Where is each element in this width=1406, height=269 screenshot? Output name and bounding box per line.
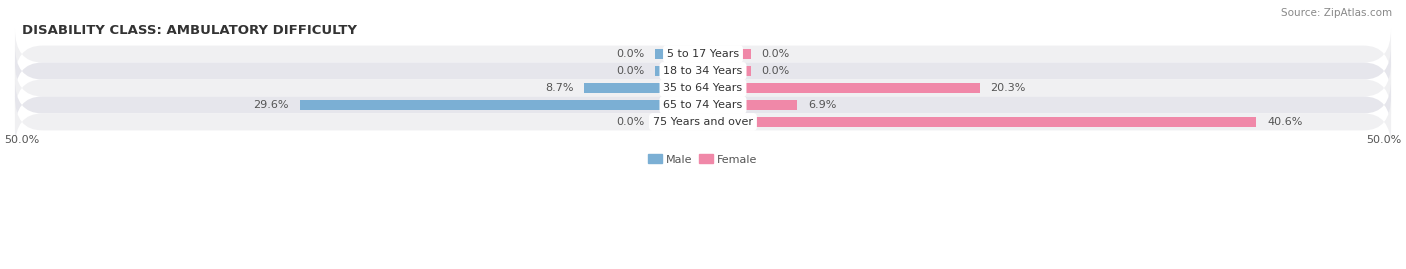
- Text: 20.3%: 20.3%: [990, 83, 1026, 93]
- Text: 18 to 34 Years: 18 to 34 Years: [664, 66, 742, 76]
- Text: 40.6%: 40.6%: [1267, 117, 1302, 127]
- Text: 65 to 74 Years: 65 to 74 Years: [664, 100, 742, 110]
- Text: 0.0%: 0.0%: [616, 117, 644, 127]
- Bar: [703, 117, 1256, 127]
- Text: 8.7%: 8.7%: [546, 83, 574, 93]
- Bar: [299, 100, 703, 110]
- Bar: [585, 83, 703, 93]
- FancyBboxPatch shape: [15, 80, 1391, 130]
- Text: 6.9%: 6.9%: [808, 100, 837, 110]
- Text: Source: ZipAtlas.com: Source: ZipAtlas.com: [1281, 8, 1392, 18]
- Text: 0.0%: 0.0%: [616, 49, 644, 59]
- Text: DISABILITY CLASS: AMBULATORY DIFFICULTY: DISABILITY CLASS: AMBULATORY DIFFICULTY: [21, 24, 357, 37]
- Legend: Male, Female: Male, Female: [644, 150, 762, 169]
- FancyBboxPatch shape: [15, 29, 1391, 80]
- Bar: [703, 100, 797, 110]
- Text: 0.0%: 0.0%: [762, 66, 790, 76]
- FancyBboxPatch shape: [15, 63, 1391, 114]
- Text: 0.0%: 0.0%: [762, 49, 790, 59]
- Text: 0.0%: 0.0%: [616, 66, 644, 76]
- Bar: [655, 66, 703, 76]
- Bar: [703, 49, 751, 59]
- Bar: [703, 83, 980, 93]
- FancyBboxPatch shape: [15, 97, 1391, 147]
- Bar: [703, 66, 751, 76]
- Text: 35 to 64 Years: 35 to 64 Years: [664, 83, 742, 93]
- FancyBboxPatch shape: [15, 45, 1391, 97]
- Bar: [655, 49, 703, 59]
- Text: 29.6%: 29.6%: [253, 100, 288, 110]
- Bar: [655, 117, 703, 127]
- Text: 5 to 17 Years: 5 to 17 Years: [666, 49, 740, 59]
- Text: 75 Years and over: 75 Years and over: [652, 117, 754, 127]
